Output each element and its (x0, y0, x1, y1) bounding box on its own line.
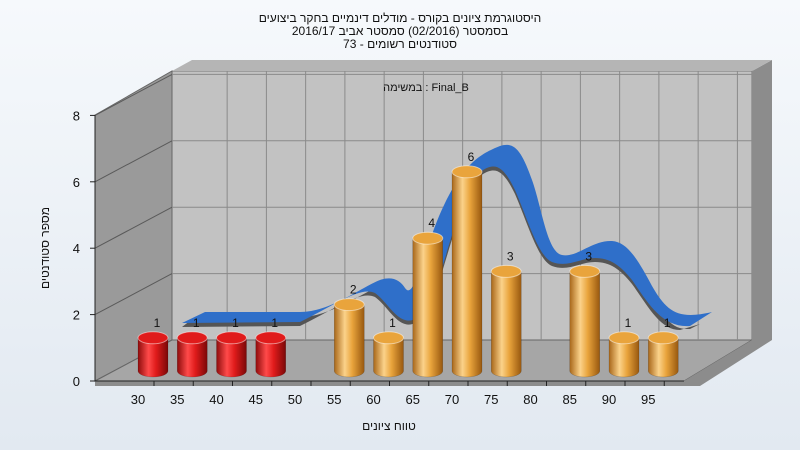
bar-body (491, 271, 522, 378)
x-tick-label: 80 (523, 392, 537, 407)
bar-top (137, 331, 169, 345)
bar: 1 (373, 316, 404, 378)
bar-value-label: 1 (193, 316, 200, 330)
bar-top (333, 298, 365, 312)
bar-body (569, 271, 600, 378)
bar-top (216, 331, 247, 345)
gridline-side (94, 140, 173, 183)
bar-top (647, 331, 679, 345)
bar: 1 (137, 316, 169, 378)
bar: 3 (490, 249, 522, 378)
bar-body (373, 337, 404, 378)
distribution-curve-ribbon (182, 144, 712, 327)
y-tick-label: 0 (73, 374, 80, 389)
x-tick-label: 65 (406, 392, 420, 407)
chart-title-line-1: היסטוגרמת ציונים בקורס - מודלים דינמיים … (259, 11, 542, 25)
x-tick-label: 90 (602, 392, 616, 407)
y-axis-title: מספר סטודנטים (38, 207, 52, 289)
x-tick-label: 35 (170, 392, 184, 407)
chart-title-line-3: סטודנטים רשומים - 73 (343, 37, 457, 51)
bar-top (255, 331, 287, 345)
task-caption: במשימה : Final_B (383, 82, 469, 94)
bar-value-label: 3 (585, 249, 592, 263)
x-tick-label: 45 (249, 392, 263, 407)
x-tick-label: 50 (288, 392, 302, 407)
y-tick-label: 8 (73, 108, 80, 123)
x-tick-label: 70 (445, 392, 459, 407)
gridline-side (94, 273, 173, 316)
x-tick-label: 55 (327, 392, 341, 407)
bar-body (255, 337, 286, 378)
bar-body (412, 237, 443, 378)
bar: 2 (333, 283, 365, 378)
x-tick-label: 75 (484, 392, 498, 407)
bar-top (490, 264, 522, 278)
bar-body (608, 337, 640, 378)
bar-top (176, 331, 208, 345)
bar: 1 (255, 316, 287, 378)
bar-body (177, 337, 208, 378)
bar: 6 (451, 150, 483, 378)
x-tick-label: 95 (641, 392, 655, 407)
x-tick-label: 60 (366, 392, 380, 407)
x-tick-label: 85 (563, 392, 577, 407)
plot-right-frame (752, 60, 772, 340)
chart-title-line-2: בסמסטר (02/2016) סמסטר אביב 2016/17 (292, 24, 508, 38)
bar: 1 (647, 316, 679, 378)
bar-value-label: 1 (664, 316, 671, 330)
bar-top (569, 264, 601, 278)
bar: 1 (216, 316, 247, 378)
x-axis-ticks: 30 35 40 45 50 55 60 65 70 75 80 85 90 95 (131, 381, 665, 407)
bar: 1 (608, 316, 640, 378)
bar-value-label: 4 (428, 216, 435, 230)
bar-body (334, 304, 365, 378)
bar-body (216, 337, 247, 378)
bar-value-label: 1 (154, 316, 161, 330)
y-axis-ticks: 0 2 4 6 8 (73, 108, 95, 389)
bar-value-label: 3 (507, 249, 514, 263)
bar-value-label: 1 (271, 316, 278, 330)
bar-body (451, 171, 483, 378)
bar-body (137, 337, 169, 378)
bar-body (648, 337, 679, 378)
bar: 1 (176, 316, 208, 378)
x-tick-label: 40 (209, 392, 223, 407)
bar-top (451, 165, 483, 179)
bar-value-label: 2 (350, 283, 357, 297)
bar-top (373, 331, 404, 345)
histogram-bars: 1 1 1 1 2 1 4 6 3 3 1 1 (137, 150, 679, 378)
x-tick-label: 30 (131, 392, 145, 407)
y-tick-label: 4 (73, 241, 80, 256)
bar-value-label: 1 (389, 316, 396, 330)
bar-top (608, 331, 640, 345)
bar: 4 (412, 216, 444, 378)
bar-value-label: 1 (625, 316, 632, 330)
gridline-side (94, 206, 173, 249)
gridline-side (94, 73, 173, 116)
x-axis-title: טווח ציונים (362, 419, 416, 433)
bar-top (412, 231, 444, 245)
bar: 3 (569, 249, 601, 378)
bar-value-label: 1 (232, 316, 239, 330)
y-tick-label: 2 (73, 308, 80, 323)
y-tick-label: 6 (73, 175, 80, 190)
plot-top-frame (172, 60, 772, 71)
bar-value-label: 6 (468, 150, 475, 164)
